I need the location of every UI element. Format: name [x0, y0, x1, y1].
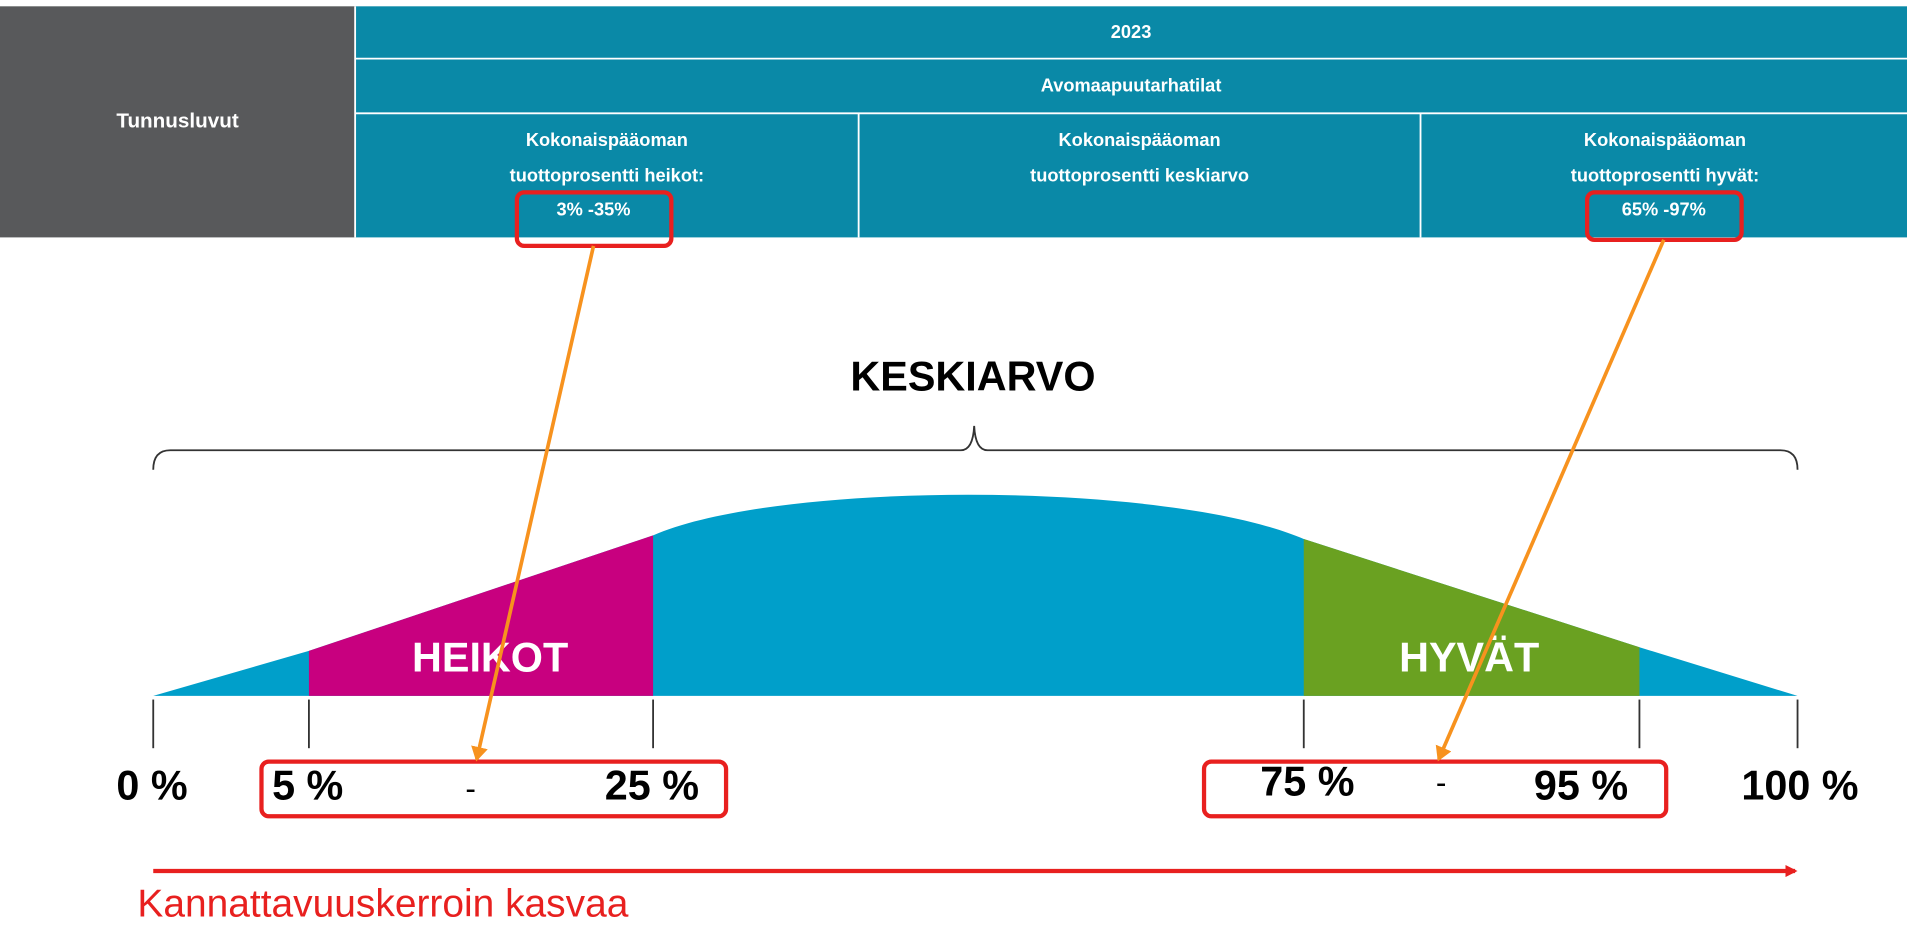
column-range: 65% -97%	[1622, 198, 1706, 219]
axis-label: 95 %	[1534, 762, 1628, 808]
axis-label: 5 %	[272, 762, 343, 808]
highlight-box	[1585, 190, 1744, 242]
brace	[152, 425, 1799, 470]
header-cells	[355, 6, 1907, 238]
region-label: HEIKOT	[412, 635, 568, 681]
separator: -	[465, 770, 476, 806]
connector-arrow	[1435, 239, 1666, 762]
highlight-box	[259, 759, 729, 819]
column-label: tuottoprosentti keskiarvo	[1030, 164, 1249, 185]
region-label: HYVÄT	[1399, 635, 1539, 681]
separator: -	[1436, 764, 1447, 800]
diagram-title: KESKIARVO	[850, 354, 1095, 400]
axis-label: 25 %	[605, 762, 699, 808]
axis-label: 100 %	[1741, 762, 1858, 808]
axis-label: 75 %	[1260, 759, 1354, 805]
highlight-box	[1201, 759, 1669, 819]
row-header: Tunnusluvut	[116, 109, 239, 132]
distribution: HEIKOT HYVÄT KESKIARVO 0 % 5 % - 25 % 75…	[116, 239, 1859, 926]
column-label: Kokonaispääoman	[526, 129, 688, 150]
table: Tunnusluvut 2023 Avomaapuutarhatilat Kok…	[0, 6, 1907, 249]
axis-label: 0 %	[116, 762, 187, 808]
row-header-cell	[0, 6, 356, 238]
year: 2023	[1111, 21, 1152, 42]
weak-region	[308, 535, 654, 696]
arrow-label: Kannattavuuskerroin kasvaa	[137, 883, 628, 926]
ticks	[152, 699, 1799, 749]
connector-arrow	[471, 245, 596, 762]
good-region	[1303, 539, 1640, 696]
column-range: 3% -35%	[557, 198, 631, 219]
column-label: tuottoprosentti hyvät:	[1571, 164, 1759, 185]
column-label: Kokonaispääoman	[1584, 129, 1746, 150]
group: Avomaapuutarhatilat	[1041, 74, 1222, 95]
column-label: tuottoprosentti heikot:	[510, 164, 704, 185]
highlight-box	[514, 190, 674, 249]
column-label: Kokonaispääoman	[1059, 129, 1221, 150]
